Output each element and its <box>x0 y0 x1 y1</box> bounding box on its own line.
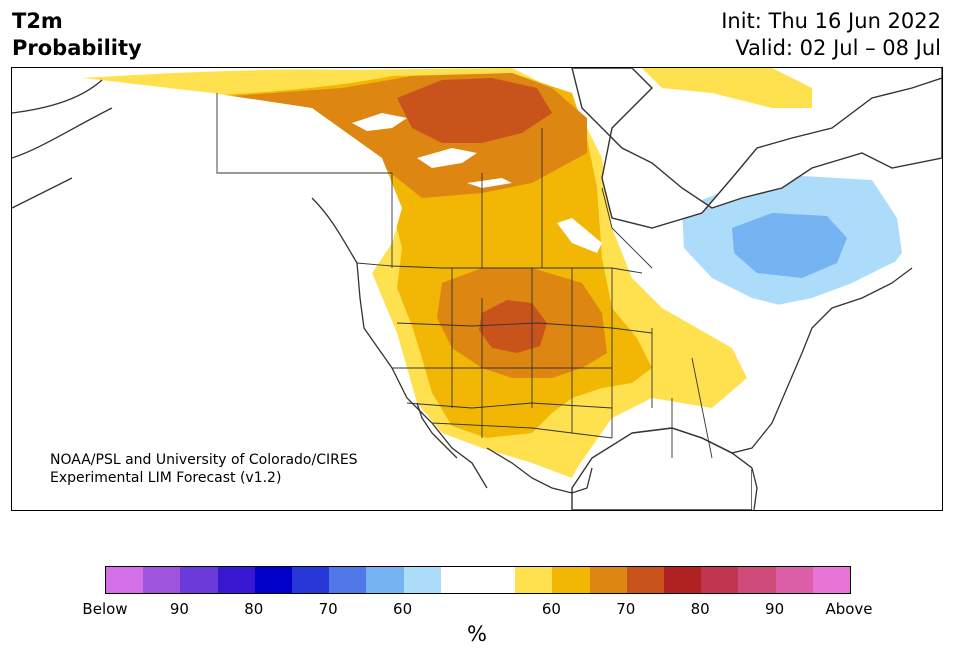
colorbar-segment <box>403 567 441 593</box>
colorbar-tick-label: Below <box>82 600 128 618</box>
init-date: Init: Thu 16 Jun 2022 <box>721 9 941 33</box>
title-line-1: T2m <box>12 9 63 33</box>
great-bear-lake <box>352 113 407 131</box>
colorbar-segment <box>329 567 367 593</box>
colorbar-segment <box>515 567 553 593</box>
political-borders <box>216 93 713 459</box>
coastlines <box>12 79 913 510</box>
title-line-2: Probability <box>12 36 142 60</box>
gulf-of-mexico <box>571 427 753 510</box>
colorbar-segment <box>478 567 516 593</box>
probability-map: NOAA/PSL and University of Colorado/CIRE… <box>12 68 942 510</box>
above-75-south <box>479 300 547 353</box>
colorbar-tick-label: 70 <box>318 600 338 618</box>
lake-winnipeg <box>557 218 602 253</box>
colorbar-tick-label: 90 <box>765 600 785 618</box>
colorbar-segment <box>738 567 776 593</box>
colorbar-tick-label: Above <box>825 600 873 618</box>
colorbar-segment <box>180 567 218 593</box>
colorbar-tick-label: 80 <box>690 600 710 618</box>
forecast-dates: Init: Thu 16 Jun 2022 Valid: 02 Jul – 08… <box>721 8 941 62</box>
above-60-northeast <box>642 68 812 108</box>
hudson-bay <box>571 68 942 229</box>
above-75-north <box>397 78 552 143</box>
colorbar-segment <box>775 567 813 593</box>
colorbar-segment <box>254 567 293 593</box>
colorbar-segment <box>217 567 255 593</box>
colorbar-segment <box>552 567 590 593</box>
colorbar-tick-label: 90 <box>169 600 189 618</box>
colorbar-segment <box>812 567 851 593</box>
credit-line-1: NOAA/PSL and University of Colorado/CIRE… <box>50 452 358 468</box>
credit-line-2: Experimental LIM Forecast (v1.2) <box>50 470 281 486</box>
colorbar-segment <box>143 567 181 593</box>
atlantic-ocean <box>752 248 942 510</box>
pacific-ocean <box>12 68 532 510</box>
great-slave-lake <box>417 148 477 168</box>
colorbar-segment <box>440 567 479 593</box>
colorbar-segment <box>701 567 739 593</box>
colorbar-tick-label: 60 <box>541 600 561 618</box>
map-title: T2m Probability <box>12 8 142 62</box>
probability-colorbar <box>105 566 851 594</box>
colorbar-tick-label: 80 <box>244 600 264 618</box>
colorbar-segment <box>664 567 702 593</box>
colorbar-segment <box>106 567 144 593</box>
valid-range: Valid: 02 Jul – 08 Jul <box>735 36 941 60</box>
lake-athabasca <box>467 178 512 188</box>
colorbar-segment <box>589 567 627 593</box>
below-65-region <box>732 213 847 278</box>
colorbar-segment <box>366 567 404 593</box>
colorbar-tick-label: 70 <box>616 600 636 618</box>
colorbar-segment <box>626 567 665 593</box>
colorbar-unit: % <box>467 622 487 646</box>
colorbar-segment <box>292 567 330 593</box>
map-panel: NOAA/PSL and University of Colorado/CIRE… <box>11 67 943 511</box>
colorbar-tick-label: 60 <box>393 600 413 618</box>
